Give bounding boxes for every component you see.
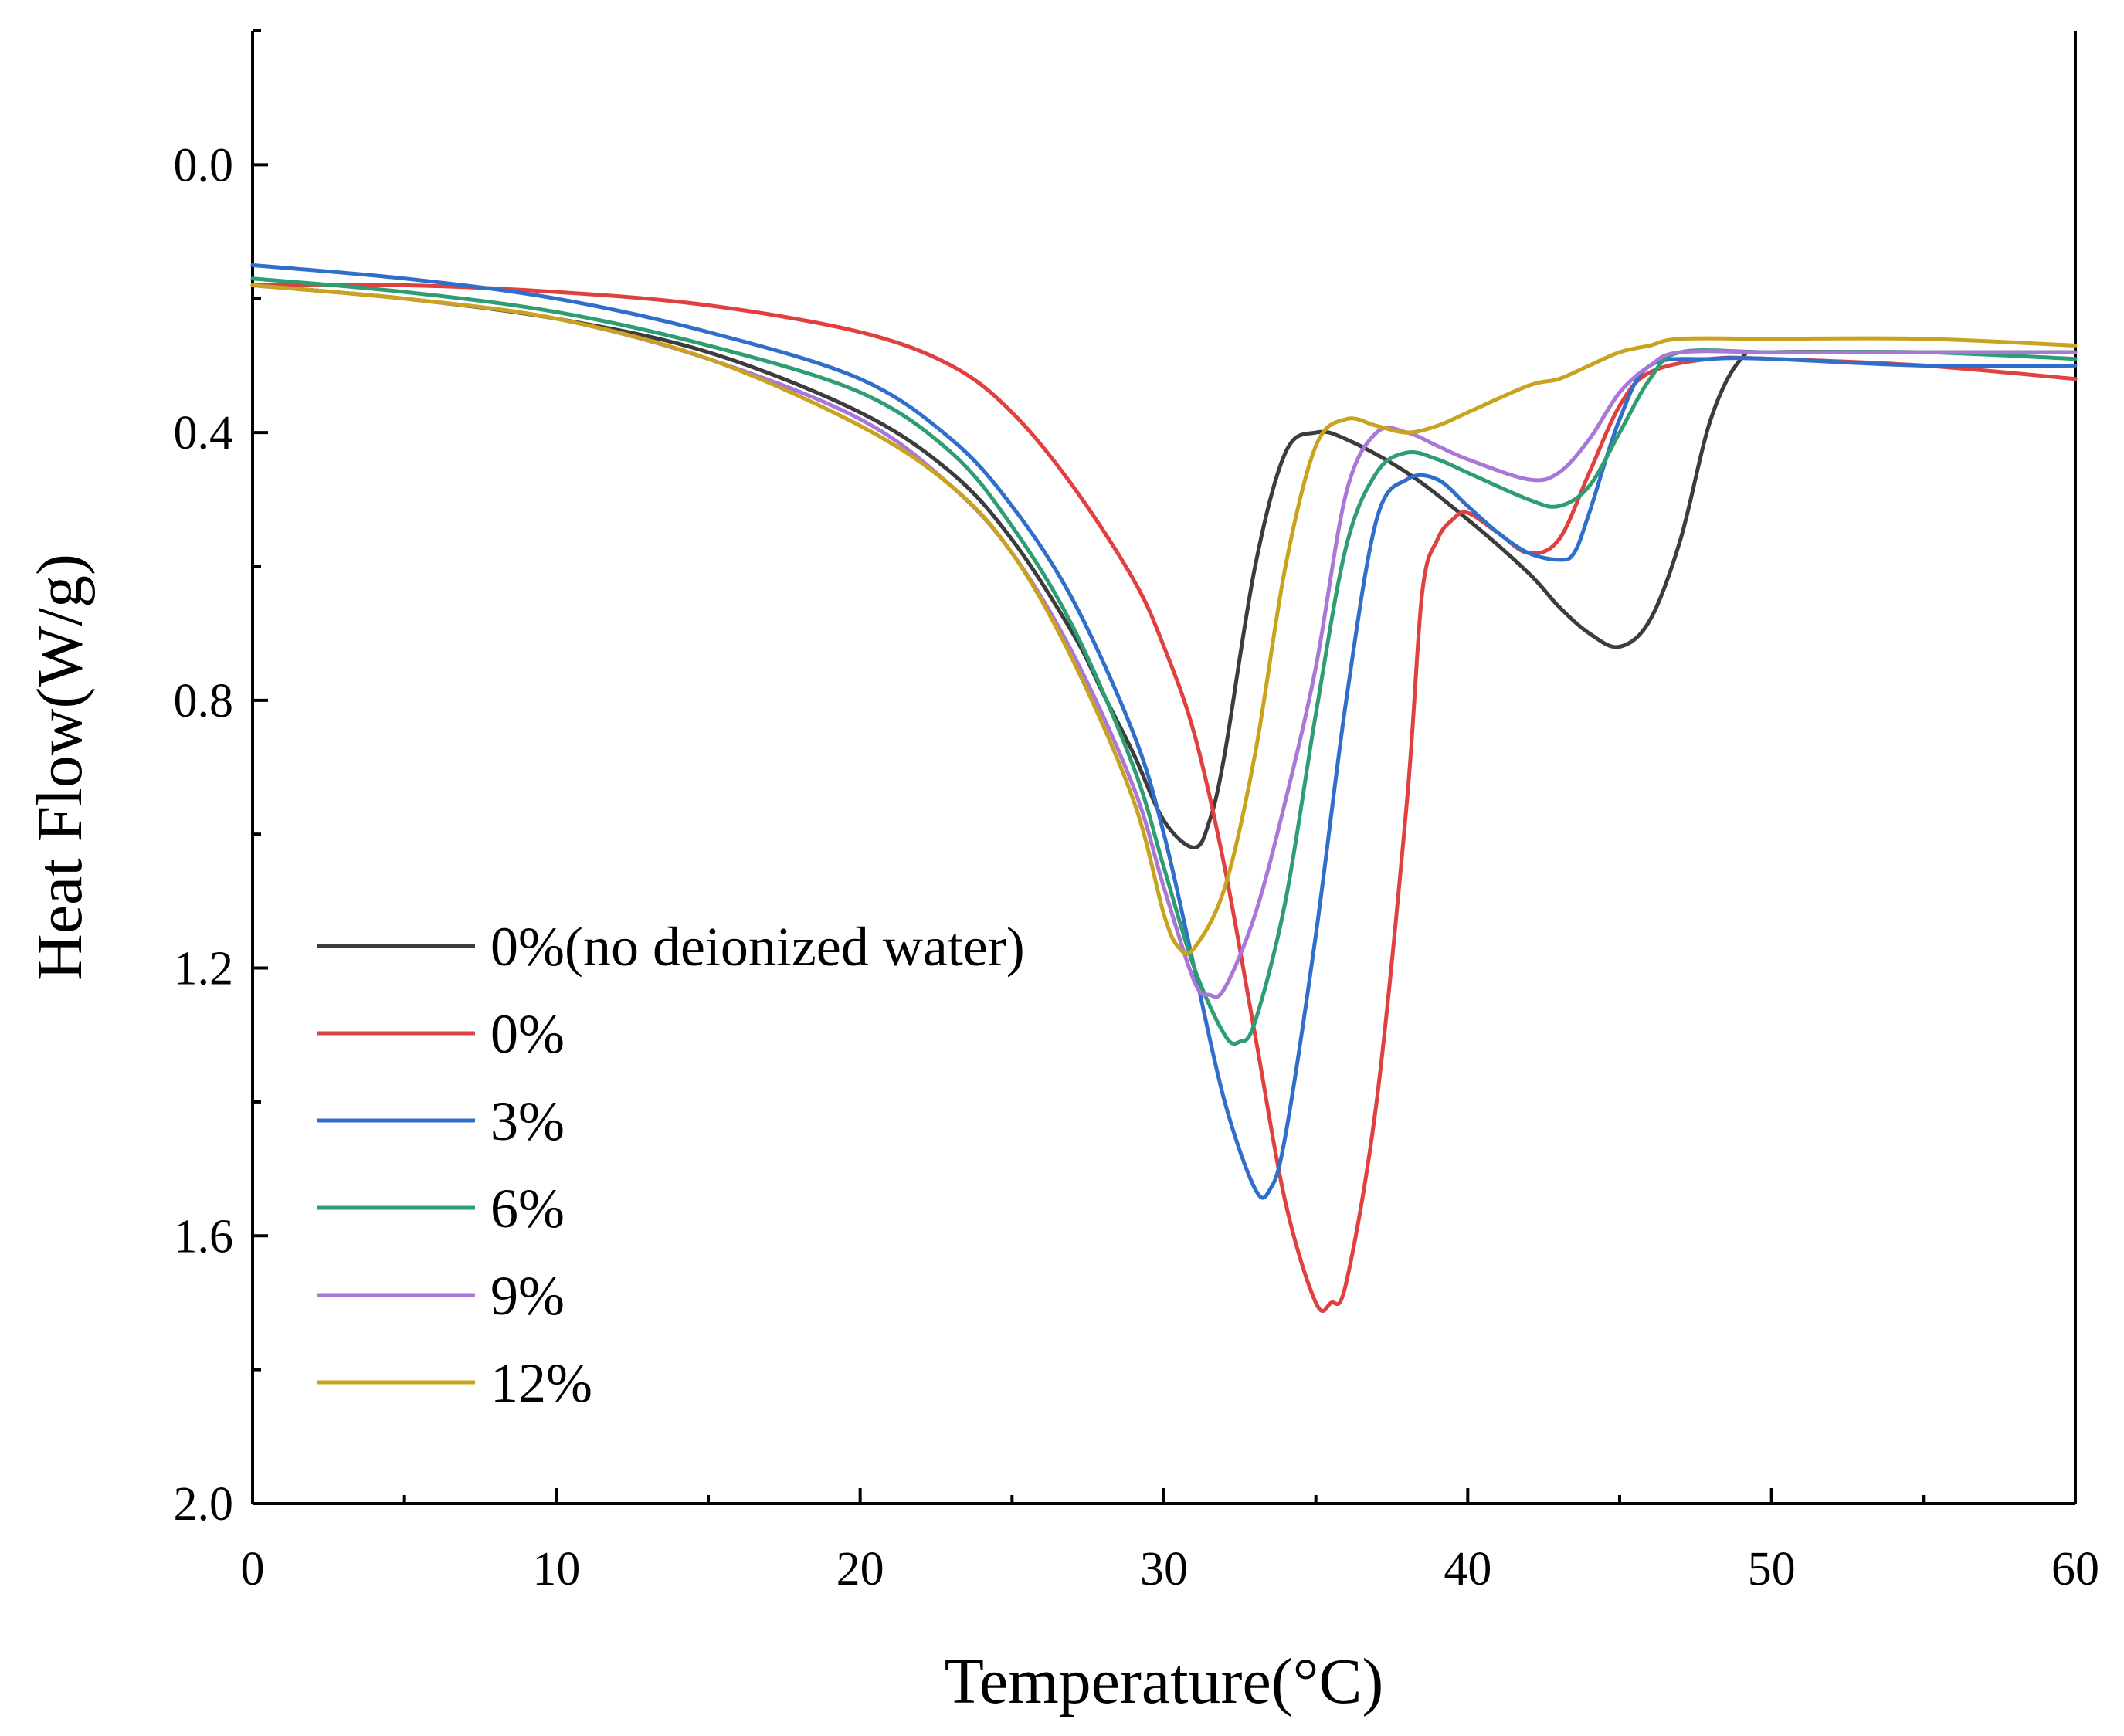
x-axis-title: Temperature(°C) [945,1646,1384,1717]
y-tick-label: 0.4 [174,407,234,459]
x-tick-label: 50 [1748,1543,1796,1595]
y-tick-label: 0.0 [174,139,234,192]
series-line-1 [250,283,2078,1314]
x-tick-label: 40 [1444,1543,1491,1595]
x-tick-label: 30 [1140,1543,1188,1595]
legend-item: 3% [317,1090,565,1152]
series-line-2 [250,263,2078,1200]
legend-item: 9% [317,1265,565,1327]
series-line-4 [250,283,2078,999]
x-tick-label: 0 [241,1543,265,1595]
legend-item: 6% [317,1178,565,1239]
series-line-3 [250,276,2078,1046]
legend: 0%(no deionized water) 0% 3% 6% 9% 12% [317,916,1025,1414]
legend-label: 6% [490,1178,565,1239]
legend-label: 3% [490,1090,565,1152]
legend-label: 0% [490,1003,565,1065]
legend-label: 0%(no deionized water) [490,916,1025,978]
y-tick-label: 1.2 [174,943,234,995]
legend-label: 9% [490,1265,565,1327]
legend-item: 0% [317,1003,565,1065]
legend-item: 12% [317,1352,592,1414]
series-line-0 [250,283,2078,849]
y-tick-label: 0.8 [174,675,234,727]
y-axis-title: Heat Flow(W/g) [24,554,96,981]
x-tick-label: 60 [2051,1543,2099,1595]
axes: 0 10 20 30 40 50 60 0.0 0.4 0.8 1.2 1.6 2.0 [174,29,2099,1595]
y-tick-label: 1.6 [174,1210,234,1263]
x-tick-label: 20 [836,1543,884,1595]
legend-label: 12% [490,1352,592,1414]
x-tick-label: 10 [532,1543,580,1595]
y-tick-label: 2.0 [174,1478,234,1531]
series-line-5 [250,283,2078,956]
series-group [250,263,2078,1314]
legend-item: 0%(no deionized water) [317,916,1025,978]
